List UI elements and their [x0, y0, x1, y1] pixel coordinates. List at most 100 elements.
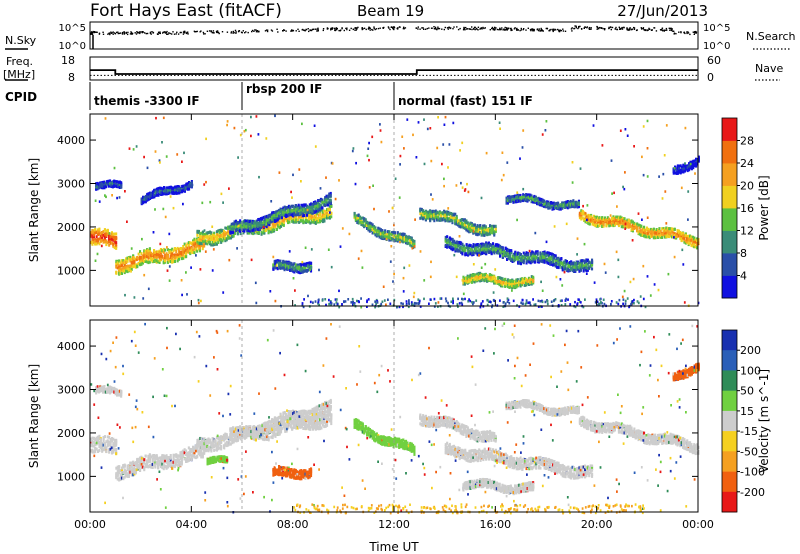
echo-cell [234, 232, 237, 235]
noise-dot [614, 28, 616, 30]
echo-cell [303, 207, 306, 211]
echo-cell [234, 227, 237, 231]
noise-dot [135, 33, 138, 35]
noise-dot [423, 28, 425, 30]
echo-cell [109, 237, 112, 241]
echo-cell [123, 266, 126, 270]
noise-dot [516, 27, 518, 30]
echo-cell [308, 210, 311, 214]
echo-cell [185, 251, 188, 255]
echo-cell [246, 222, 249, 225]
echo-cell [526, 253, 529, 257]
noise-dot [330, 27, 332, 30]
noise-dot [499, 28, 501, 30]
noise-dot [501, 27, 503, 29]
echo-cell [146, 255, 149, 258]
echo-cell [214, 235, 217, 239]
noise-dot [510, 27, 512, 30]
echo-cell [267, 222, 270, 226]
noise-dot [520, 27, 522, 30]
echo-cell [306, 212, 309, 216]
echo-cell [140, 252, 143, 256]
echo-cell [318, 207, 321, 211]
echo-cell [90, 234, 93, 238]
echo-cell [286, 206, 289, 209]
noise-dot [142, 31, 144, 33]
noise-dot [129, 33, 132, 35]
noise-dot [341, 27, 343, 29]
noise-dot [421, 27, 423, 29]
noise-dot [610, 28, 612, 31]
noise-dot [484, 27, 486, 29]
echo-cell [285, 219, 288, 223]
echo-cell [262, 215, 265, 219]
noise-dot [621, 26, 623, 29]
noise-dot [559, 29, 561, 31]
echo-cell [264, 227, 267, 230]
echo-cell [147, 259, 150, 263]
echo-cell [283, 208, 286, 212]
echo-cell [155, 259, 158, 263]
noise-dot [255, 29, 257, 31]
echo-cell [247, 229, 250, 233]
echo-cell [218, 230, 221, 234]
noise-dot [216, 30, 219, 32]
noise-dot [126, 33, 129, 36]
noise-dot [134, 32, 136, 34]
noise-dot [635, 29, 638, 32]
noise-dot [334, 29, 336, 31]
noise-dot [291, 29, 293, 31]
echo-cell [260, 226, 263, 230]
echo-cell [210, 238, 213, 241]
echo-cell [102, 233, 105, 237]
echo-cell [144, 253, 147, 257]
noise-dot [502, 29, 504, 31]
echo-cell [464, 248, 467, 252]
echo-cell [536, 252, 539, 255]
echo-cell [202, 230, 205, 234]
echo-cell [299, 214, 302, 218]
echo-cell [134, 263, 137, 267]
noise-dot [149, 32, 152, 34]
noise-dot [403, 26, 405, 28]
echo-cell [315, 209, 318, 213]
echo-cell [273, 219, 276, 223]
echo-cell [97, 239, 100, 243]
echo-cell [148, 260, 151, 264]
echo-cell [183, 250, 186, 254]
echo-cell [173, 258, 176, 261]
noise-dot [583, 27, 585, 29]
echo-cell [105, 232, 108, 236]
echo-cell [169, 260, 172, 264]
noise-dot [195, 31, 197, 33]
noise-dot [316, 30, 318, 32]
echo-cell [166, 248, 169, 252]
echo-cell [171, 252, 174, 256]
echo-cell [113, 237, 116, 241]
echo-cell [499, 254, 502, 258]
echo-cell [119, 264, 122, 268]
noise-dot [204, 33, 206, 35]
echo-cell [154, 258, 157, 262]
noise-dot [211, 32, 214, 34]
noise-dot [602, 27, 604, 30]
noise-dot [434, 26, 437, 29]
echo-cell [282, 223, 285, 227]
echo-cell [115, 270, 118, 274]
echo-cell [192, 243, 195, 247]
echo-cell [158, 258, 161, 262]
echo-cell [317, 199, 320, 202]
noise-dot [589, 28, 591, 30]
frequency-panel: Freq. [MHz] 18 8 60 0 Nave [3, 54, 783, 84]
noise-dot [646, 29, 648, 32]
echo-cell [328, 200, 331, 204]
noise-dot [373, 27, 375, 30]
noise-dot [542, 30, 544, 32]
echo-cell [283, 205, 286, 209]
echo-cell [250, 222, 253, 226]
echo-cell [162, 257, 165, 261]
echo-cell [314, 213, 317, 217]
noise-dot [301, 28, 304, 31]
echo-cell [311, 205, 314, 209]
echo-cell [176, 256, 179, 260]
